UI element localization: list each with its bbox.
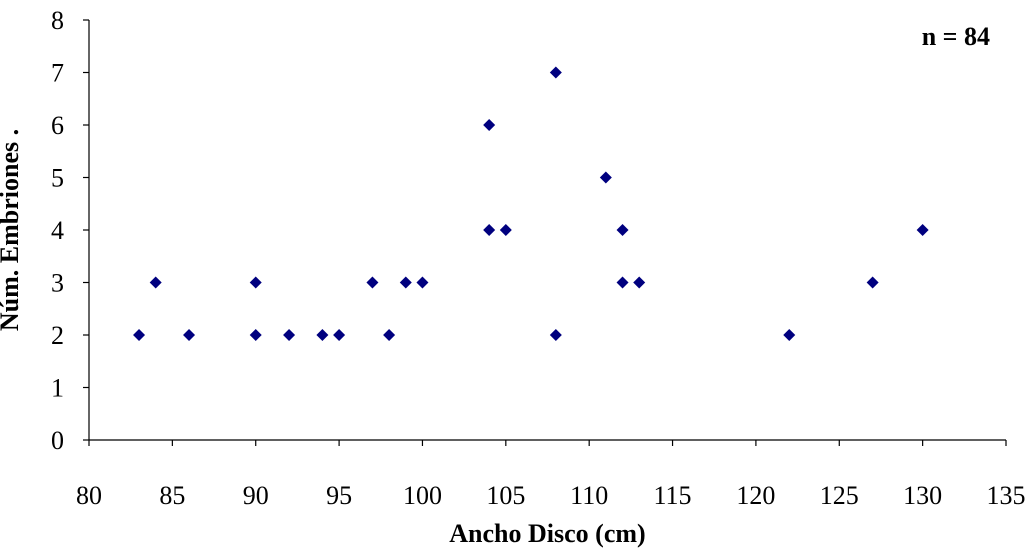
x-tick-label: 120 xyxy=(736,481,775,510)
x-tick-label: 115 xyxy=(654,481,692,510)
x-tick-label: 100 xyxy=(403,481,442,510)
scatter-point xyxy=(549,66,562,79)
scatter-point xyxy=(333,329,346,341)
sample-size-annotation: n = 84 xyxy=(922,22,990,51)
x-axis-title: Ancho Disco (cm) xyxy=(449,519,645,548)
y-tick-label: 1 xyxy=(51,374,64,403)
scatter-point xyxy=(616,276,629,289)
x-tick-label: 110 xyxy=(570,481,608,510)
y-tick-label: 6 xyxy=(51,111,64,140)
scatter-point xyxy=(783,329,796,341)
x-tick-label: 90 xyxy=(243,481,269,510)
y-tick-label: 3 xyxy=(51,269,64,298)
scatter-point xyxy=(866,276,879,289)
x-tick-label: 130 xyxy=(903,481,942,510)
y-axis-title: Núm. Embriones . xyxy=(0,129,24,331)
scatter-point xyxy=(149,276,162,289)
scatter-point xyxy=(249,329,262,341)
y-tick-label: 2 xyxy=(51,321,64,350)
data-points xyxy=(133,66,929,341)
x-tick-label: 105 xyxy=(486,481,525,510)
x-tick-label: 125 xyxy=(820,481,859,510)
x-axis-ticks: 80 85 90 95 100 105 110 115 120 125 130 135 xyxy=(76,440,1026,510)
y-tick-label: 8 xyxy=(51,6,64,35)
scatter-point xyxy=(549,329,562,341)
scatter-point xyxy=(916,224,929,236)
scatter-point xyxy=(283,329,296,341)
x-tick-label: 135 xyxy=(987,481,1026,510)
plot-area: 80 85 90 95 100 105 110 115 120 125 130 135 0 1 2 3 4 5 6… xyxy=(51,6,1026,510)
scatter-point xyxy=(383,329,396,341)
scatter-point xyxy=(599,171,612,184)
scatter-point xyxy=(316,329,329,341)
scatter-point xyxy=(633,276,646,289)
scatter-point xyxy=(483,224,496,236)
y-axis-ticks: 0 1 2 3 4 5 6 7 8 xyxy=(51,6,89,455)
scatter-point xyxy=(366,276,379,289)
scatter-point xyxy=(183,329,196,341)
scatter-point xyxy=(249,276,262,289)
x-tick-label: 85 xyxy=(159,481,185,510)
y-tick-label: 4 xyxy=(51,216,64,245)
x-tick-label: 95 xyxy=(326,481,352,510)
y-tick-label: 7 xyxy=(51,59,64,88)
y-tick-label: 5 xyxy=(51,164,64,193)
x-tick-label: 80 xyxy=(76,481,102,510)
scatter-point xyxy=(133,329,146,341)
scatter-point xyxy=(616,224,629,236)
scatter-point xyxy=(483,119,496,131)
scatter-point xyxy=(416,276,429,289)
scatter-point xyxy=(399,276,412,289)
scatter-point xyxy=(499,224,512,236)
y-tick-label: 0 xyxy=(51,426,64,455)
